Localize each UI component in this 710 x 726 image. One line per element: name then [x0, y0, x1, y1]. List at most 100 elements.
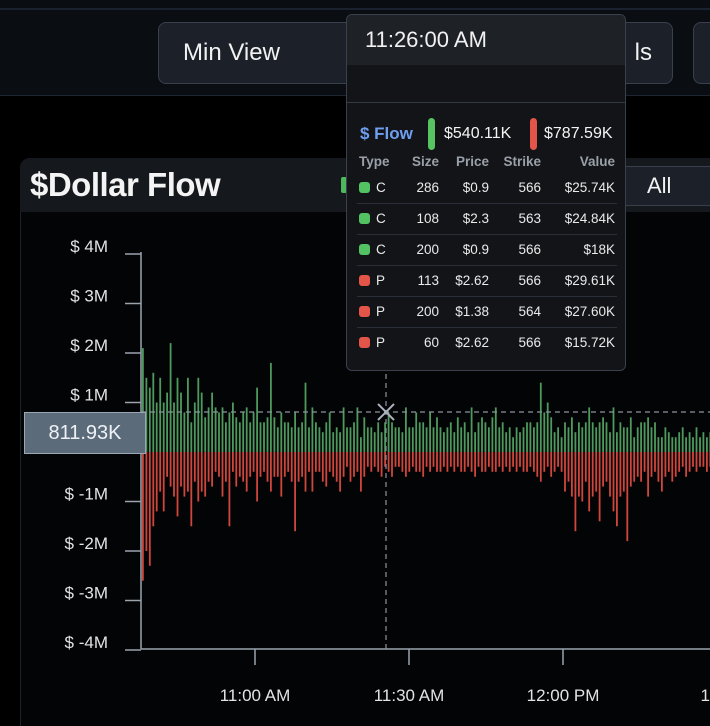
call-flow-bar [488, 427, 490, 453]
y-tick-label: $ 1M [70, 386, 108, 405]
put-flow-bar [145, 452, 148, 551]
call-flow-bar [695, 427, 698, 453]
call-flow-bar [377, 422, 380, 452]
x-tick-label: 11:30 AM [374, 686, 445, 705]
y-tick-label: $ 3M [70, 287, 108, 306]
put-flow-bar [446, 452, 449, 472]
put-flow-bar [605, 452, 608, 482]
min-view-button[interactable]: Min View [158, 22, 378, 84]
put-flow-bar [159, 452, 162, 492]
put-flow-bar [204, 452, 207, 497]
call-flow-bar [678, 432, 681, 452]
call-flow-bar [688, 432, 691, 452]
trade-price: $2.62 [441, 264, 491, 296]
call-flow-bar [550, 417, 553, 452]
put-flow-bar [671, 452, 674, 482]
trade-row: C 108 $2.3 563 $24.84K [357, 202, 617, 234]
put-flow-bar [235, 452, 238, 487]
call-flow-bar [142, 348, 144, 453]
put-flow-bar [474, 452, 476, 477]
trade-row: C 200 $0.9 566 $18K [357, 233, 617, 265]
trade-strike: 566 [491, 233, 543, 265]
put-flow-bar [578, 452, 580, 497]
call-flow-bar [308, 427, 310, 453]
trade-price: $2.62 [441, 326, 491, 358]
legend-call-chip [341, 177, 347, 193]
put-flow-bar [155, 452, 158, 512]
put-flow-bar [609, 452, 611, 497]
call-flow-bar [273, 417, 276, 452]
call-flow-bar [187, 377, 189, 453]
flow-label: $ Flow [360, 124, 413, 143]
call-total-value: $540.11K [444, 125, 512, 142]
put-flow-bar [166, 452, 168, 477]
put-flow-bar [142, 452, 144, 581]
col-header-size: Size [411, 153, 439, 169]
trade-strike: 566 [491, 326, 543, 358]
call-flow-bar [650, 427, 653, 453]
trade-price: $0.9 [462, 179, 489, 195]
trade-size: 200 [405, 295, 441, 327]
put-flow-bar [598, 452, 601, 522]
call-flow-bar [169, 343, 172, 452]
put-flow-bar [180, 452, 182, 487]
call-flow-bar [539, 382, 542, 452]
call-flow-bar [449, 422, 452, 452]
call-flow-bar [245, 407, 248, 452]
put-flow-bar [674, 452, 677, 477]
call-flow-bar [446, 427, 449, 453]
put-flow-bar [218, 452, 220, 477]
call-flow-bar [685, 437, 687, 452]
call-flow-bar [533, 427, 535, 453]
call-flow-bar [394, 427, 397, 453]
call-flow-bar [283, 422, 286, 452]
call-flow-bar [228, 412, 231, 452]
call-flow-bar [211, 392, 213, 452]
put-flow-bar [443, 452, 445, 467]
call-flow-bar [339, 432, 341, 452]
call-flow-bar [622, 427, 625, 453]
put-flow-bar [422, 452, 425, 477]
put-flow-bar [270, 452, 272, 492]
call-flow-bar [494, 407, 497, 452]
call-flow-bar [567, 427, 570, 453]
put-flow-bar [640, 452, 642, 482]
put-flow-bar [332, 452, 335, 477]
put-flow-bar [301, 452, 303, 477]
put-flow-bar [294, 452, 296, 532]
trade-price: $2.3 [441, 202, 491, 234]
call-flow-bar [501, 422, 504, 452]
crosshair-y-value: 811.93K [48, 421, 122, 444]
call-flow-bar [546, 402, 549, 452]
trade-type: C [357, 172, 405, 203]
panel-title: $Dollar Flow [30, 166, 221, 203]
put-flow-bar [297, 452, 300, 482]
call-flow-bar [249, 422, 252, 452]
put-flow-bar [408, 452, 411, 472]
y-tick-label: $ 2M [70, 336, 108, 355]
put-flow-bar [228, 452, 231, 527]
col-header-value: Value [579, 153, 615, 169]
call-flow-bar [706, 437, 708, 452]
put-flow-bar [283, 452, 286, 477]
call-flow-bar [522, 427, 525, 453]
crosshair-center-icon [377, 403, 395, 421]
call-flow-bar [667, 432, 670, 452]
toolbar-divider [0, 8, 710, 10]
dollar-flow-chart[interactable]: $ 4M $ 3M $ 2M $ 1M $ -1M $ -2M $ -3M $ -4M 11:0… [0, 212, 710, 726]
put-flow-bar [308, 452, 310, 472]
put-flow-bar [647, 452, 649, 497]
call-flow-bar [415, 412, 418, 452]
call-flow-bar [380, 432, 383, 452]
call-flow-bar [598, 422, 601, 452]
call-flow-bar [180, 392, 182, 452]
toolbar-overflow-button[interactable] [693, 22, 710, 84]
put-flow-bar [418, 452, 421, 472]
call-flow-bar [294, 412, 296, 452]
put-flow-bar [650, 452, 653, 477]
call-flow-bar [436, 417, 438, 452]
range-select-button[interactable]: All [620, 166, 710, 206]
put-marker-icon [359, 337, 370, 349]
call-flow-bar [519, 432, 521, 452]
put-flow-bar [335, 452, 338, 482]
